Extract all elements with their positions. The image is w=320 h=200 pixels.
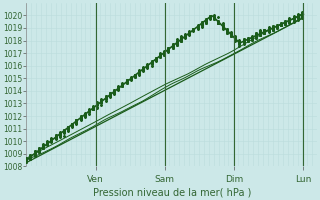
X-axis label: Pression niveau de la mer( hPa ): Pression niveau de la mer( hPa ) [92,187,251,197]
